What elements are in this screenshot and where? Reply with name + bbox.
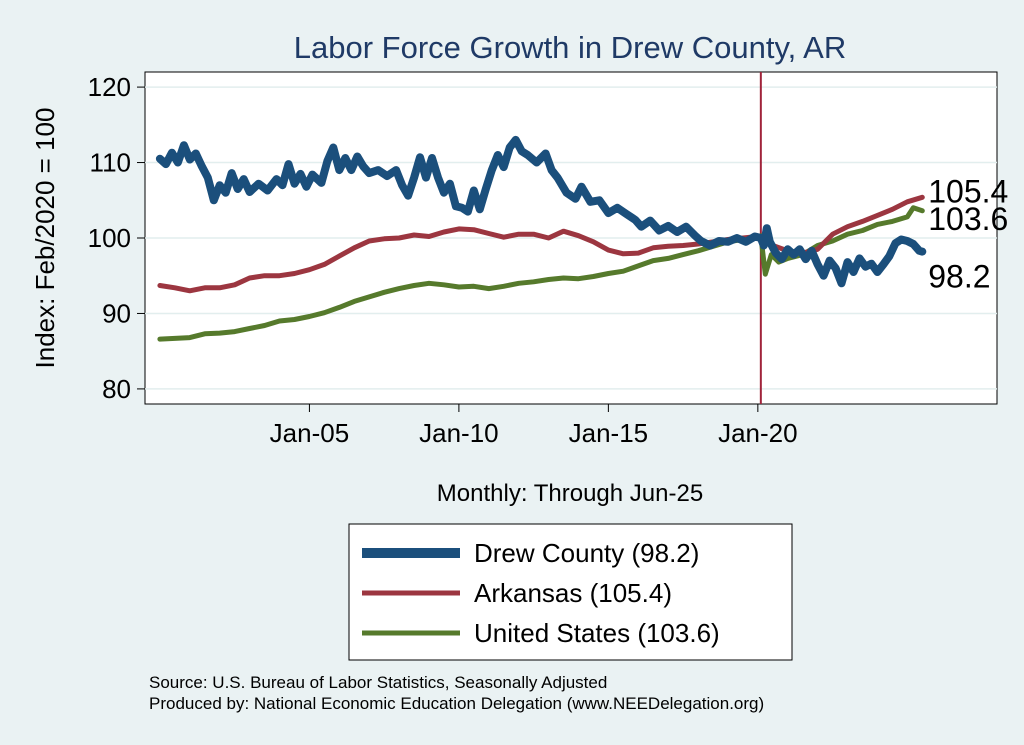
y-tick-label: 110 — [90, 148, 131, 178]
series-lines — [155, 135, 927, 342]
y-axis-label: Index: Feb/2020 = 100 — [30, 108, 60, 369]
end-value-label-united-states: 103.6 — [928, 201, 1008, 237]
end-value-label-drew-county: 98.2 — [928, 259, 990, 295]
x-tick-label: Jan-05 — [270, 418, 350, 448]
x-tick-label: Jan-20 — [718, 418, 798, 448]
end-value-label-arkansas: 105.4 — [928, 173, 1008, 209]
series-line-drew-county — [155, 135, 927, 288]
y-axis: 80 90 100 110 120 — [88, 72, 145, 404]
x-axis-note: Monthly: Through Jun-25 — [437, 480, 703, 507]
legend-label: Arkansas (105.4) — [474, 578, 672, 608]
y-tick-label: 90 — [102, 298, 131, 328]
chart-title: Labor Force Growth in Drew County, AR — [294, 30, 846, 65]
legend-label: Drew County (98.2) — [474, 538, 699, 568]
produced-by-note: Produced by: National Economic Education… — [149, 694, 764, 713]
x-axis: Jan-05 Jan-10 Jan-15 Jan-20 — [270, 404, 798, 448]
gridlines — [145, 86, 997, 390]
y-tick-label: 80 — [102, 374, 131, 404]
y-tick-label: 100 — [88, 223, 131, 253]
legend-label: United States (103.6) — [474, 618, 720, 648]
x-tick-label: Jan-10 — [419, 418, 499, 448]
x-tick-label: Jan-15 — [569, 418, 649, 448]
y-tick-label: 120 — [88, 72, 131, 102]
source-note: Source: U.S. Bureau of Labor Statistics,… — [149, 673, 607, 692]
legend: Drew County (98.2) Arkansas (105.4) United… — [348, 523, 793, 661]
